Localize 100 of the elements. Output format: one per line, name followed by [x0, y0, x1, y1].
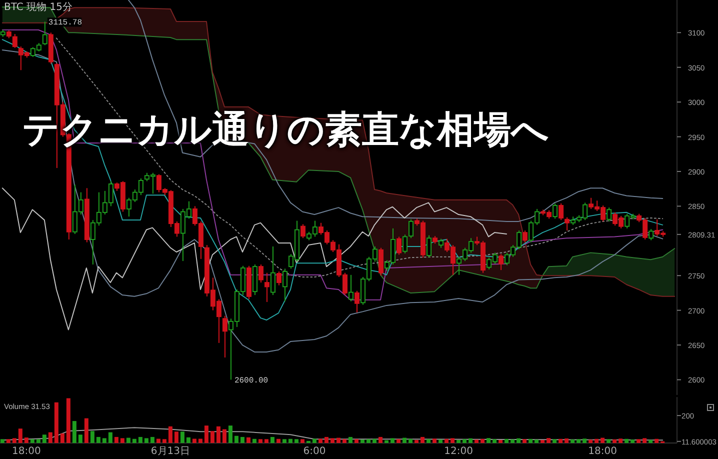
- bar: [114, 436, 118, 443]
- bar: [234, 436, 238, 443]
- bar: [210, 431, 214, 443]
- bar: [498, 440, 503, 443]
- bar: [342, 439, 346, 443]
- bar: [276, 438, 280, 443]
- bar: [618, 438, 623, 443]
- bar: [186, 437, 190, 443]
- bar: [600, 438, 605, 443]
- bar: [300, 439, 304, 443]
- bar: [588, 440, 593, 443]
- bar: [612, 439, 617, 443]
- bar: [402, 438, 407, 443]
- bar: [102, 438, 106, 443]
- bar: [384, 440, 389, 443]
- bar: [564, 438, 569, 443]
- bar: [480, 438, 485, 443]
- bar: [168, 426, 172, 443]
- bar: [24, 438, 28, 443]
- bar: [468, 438, 473, 443]
- bar: [606, 439, 611, 443]
- bar: [522, 439, 527, 443]
- bar: [504, 438, 509, 443]
- bar: [6, 439, 10, 443]
- bar: [132, 438, 136, 443]
- bar: [576, 439, 581, 443]
- bar: [426, 439, 431, 443]
- bar: [282, 439, 286, 443]
- bar: [60, 433, 64, 443]
- annotation: 3115.78: [48, 18, 82, 28]
- x-tick-label: 18:00: [12, 446, 41, 458]
- bar: [450, 438, 455, 443]
- bar: [354, 439, 359, 443]
- bar: [438, 440, 443, 443]
- x-tick-label: 6月13日: [150, 446, 190, 458]
- bar: [492, 439, 497, 443]
- bar: [534, 440, 539, 443]
- candlestick: [348, 274, 354, 302]
- bar: [528, 438, 533, 443]
- bar: [0, 439, 4, 443]
- bar: [294, 439, 298, 443]
- bar: [120, 438, 124, 443]
- bar: [366, 439, 371, 443]
- bar: [582, 438, 587, 443]
- bar: [396, 439, 401, 443]
- bar: [360, 440, 365, 443]
- x-tick-label: 12:00: [444, 446, 473, 458]
- bar: [336, 438, 340, 443]
- bar: [636, 439, 641, 443]
- bar: [432, 438, 437, 443]
- bar: [48, 432, 52, 443]
- bar: [78, 434, 82, 443]
- bar: [318, 438, 322, 443]
- bar: [240, 436, 244, 443]
- bar: [174, 432, 178, 443]
- bar: [624, 438, 629, 443]
- candlestick: [282, 268, 288, 302]
- bar: [372, 438, 377, 443]
- bar: [36, 439, 40, 443]
- bar: [378, 436, 383, 443]
- bar: [54, 402, 58, 443]
- candlestick: [84, 188, 90, 243]
- bar: [462, 439, 467, 443]
- bar: [648, 440, 653, 443]
- bar: [204, 426, 208, 443]
- bar: [198, 438, 202, 443]
- bar: [72, 421, 76, 443]
- bar: [90, 431, 94, 443]
- bar: [270, 436, 274, 443]
- bar: [408, 438, 413, 443]
- bar: [486, 438, 491, 443]
- bar: [654, 438, 659, 443]
- bar: [150, 436, 154, 443]
- bar: [162, 439, 166, 443]
- bar: [630, 440, 635, 443]
- bar: [456, 440, 461, 443]
- bar: [216, 426, 220, 443]
- bar: [84, 418, 88, 443]
- bar: [516, 438, 521, 443]
- bar: [42, 434, 46, 443]
- bar: [288, 438, 292, 443]
- bar: [552, 439, 557, 443]
- bar: [642, 438, 647, 443]
- bar: [18, 428, 22, 443]
- bar: [558, 438, 563, 443]
- bar: [324, 436, 328, 443]
- bar: [414, 440, 419, 443]
- bar: [138, 436, 142, 443]
- bar: [228, 426, 232, 443]
- bar: [330, 438, 334, 443]
- bar: [180, 432, 184, 443]
- candlestick: [264, 272, 270, 302]
- bar: [264, 439, 268, 443]
- bar: [252, 438, 256, 443]
- bar: [570, 439, 575, 443]
- bar: [546, 438, 551, 443]
- bar: [30, 439, 34, 443]
- bar: [540, 440, 545, 443]
- bar: [594, 438, 599, 443]
- bar: [192, 438, 196, 443]
